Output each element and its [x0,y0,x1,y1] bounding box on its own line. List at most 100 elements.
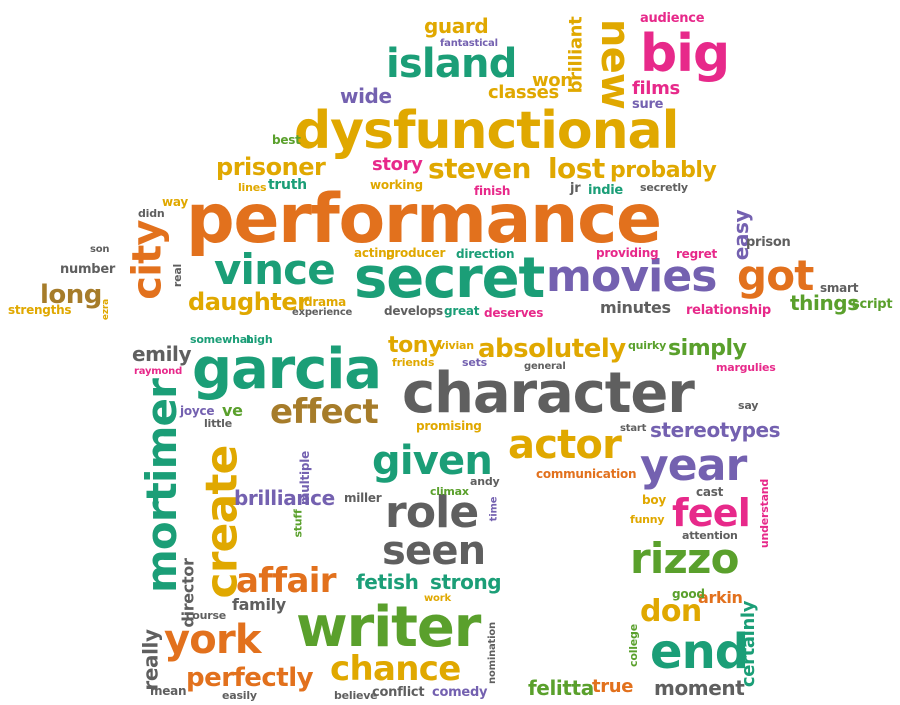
word: won [532,70,573,91]
word: secretly [640,181,688,194]
word: lines [238,181,267,194]
word: absolutely [478,334,626,364]
word: sets [462,356,487,369]
word: vince [214,245,336,294]
word: fantastical [440,38,498,49]
word: moment [654,676,745,700]
word: little [204,417,232,430]
word: perfectly [186,663,314,693]
word: understand [758,478,772,549]
word: true [592,676,634,697]
word: best [272,133,301,147]
word: films [632,78,680,99]
word: work [424,593,451,604]
word: vivian [438,339,474,352]
word: stereotypes [650,418,781,442]
word: smart [820,281,859,295]
word: direction [456,247,515,261]
word: actor [508,422,622,468]
word: dysfunctional [294,101,679,161]
word: acting [354,246,395,260]
word: script [852,297,893,312]
word: margulies [716,361,776,374]
word: lost [548,152,605,185]
word: miller [344,491,382,505]
word: number [60,262,116,277]
word: island [386,41,517,87]
word: working [370,178,423,192]
word: communication [536,467,637,481]
word: boy [642,493,666,507]
word: truth [268,177,307,193]
word: emily [132,342,192,366]
word: arkin [698,588,743,607]
word: way [162,195,188,209]
word: role [385,487,479,538]
word: city [124,220,171,300]
word: got [737,251,814,300]
word: great [444,304,480,318]
word: believe [334,689,378,702]
word: brilliant [565,16,587,94]
word: performance [186,180,662,259]
word: regret [676,247,717,261]
word: deserves [484,306,544,320]
word: jr [570,181,581,196]
word: joyce [180,404,215,418]
word: probably [610,158,717,183]
word: certainly [738,600,760,688]
word: effect [270,392,379,432]
word: long [40,280,102,310]
word: rizzo [630,534,739,583]
word: quirky [628,339,667,352]
word: good [672,587,705,601]
word: steven [428,152,531,185]
word: strengths [8,303,72,317]
word: conflict [372,685,425,700]
word: prison [746,235,791,250]
word: producer [386,246,446,260]
word: wide [340,84,392,108]
word: fetish [356,570,419,594]
word: indie [588,183,623,198]
word: things [790,291,859,315]
word: multiple [297,451,312,505]
word: promising [416,419,482,433]
word: end [650,624,749,680]
word: friends [392,356,435,369]
word: family [232,595,286,614]
word: start [620,423,647,434]
word: college [626,624,640,667]
word: big [640,24,730,84]
word: attention [682,529,738,542]
word: nomination [486,622,498,684]
word: tony [388,333,442,358]
word: movies [546,251,717,302]
word: writer [296,595,481,660]
word: year [640,440,747,491]
word: sure [632,97,664,112]
word: experience [292,307,353,318]
word: new [592,18,639,110]
word: son [90,244,110,255]
word: cast [696,485,724,499]
word: general [524,361,566,372]
word: chance [330,649,461,689]
word: develops [384,304,443,318]
word: garcia [192,337,382,402]
word: given [372,438,493,484]
word: andy [470,475,500,488]
word: easily [222,689,257,702]
word: really [138,629,163,691]
word: felitta [528,676,594,700]
word: drama [304,295,347,309]
word: stuff [291,509,305,538]
word: somewhat [190,333,252,346]
word: character [402,361,695,426]
word: mean [150,684,187,698]
word: course [186,609,227,622]
word: classes [488,82,559,103]
word: providing [596,246,659,260]
word: minutes [600,298,671,317]
